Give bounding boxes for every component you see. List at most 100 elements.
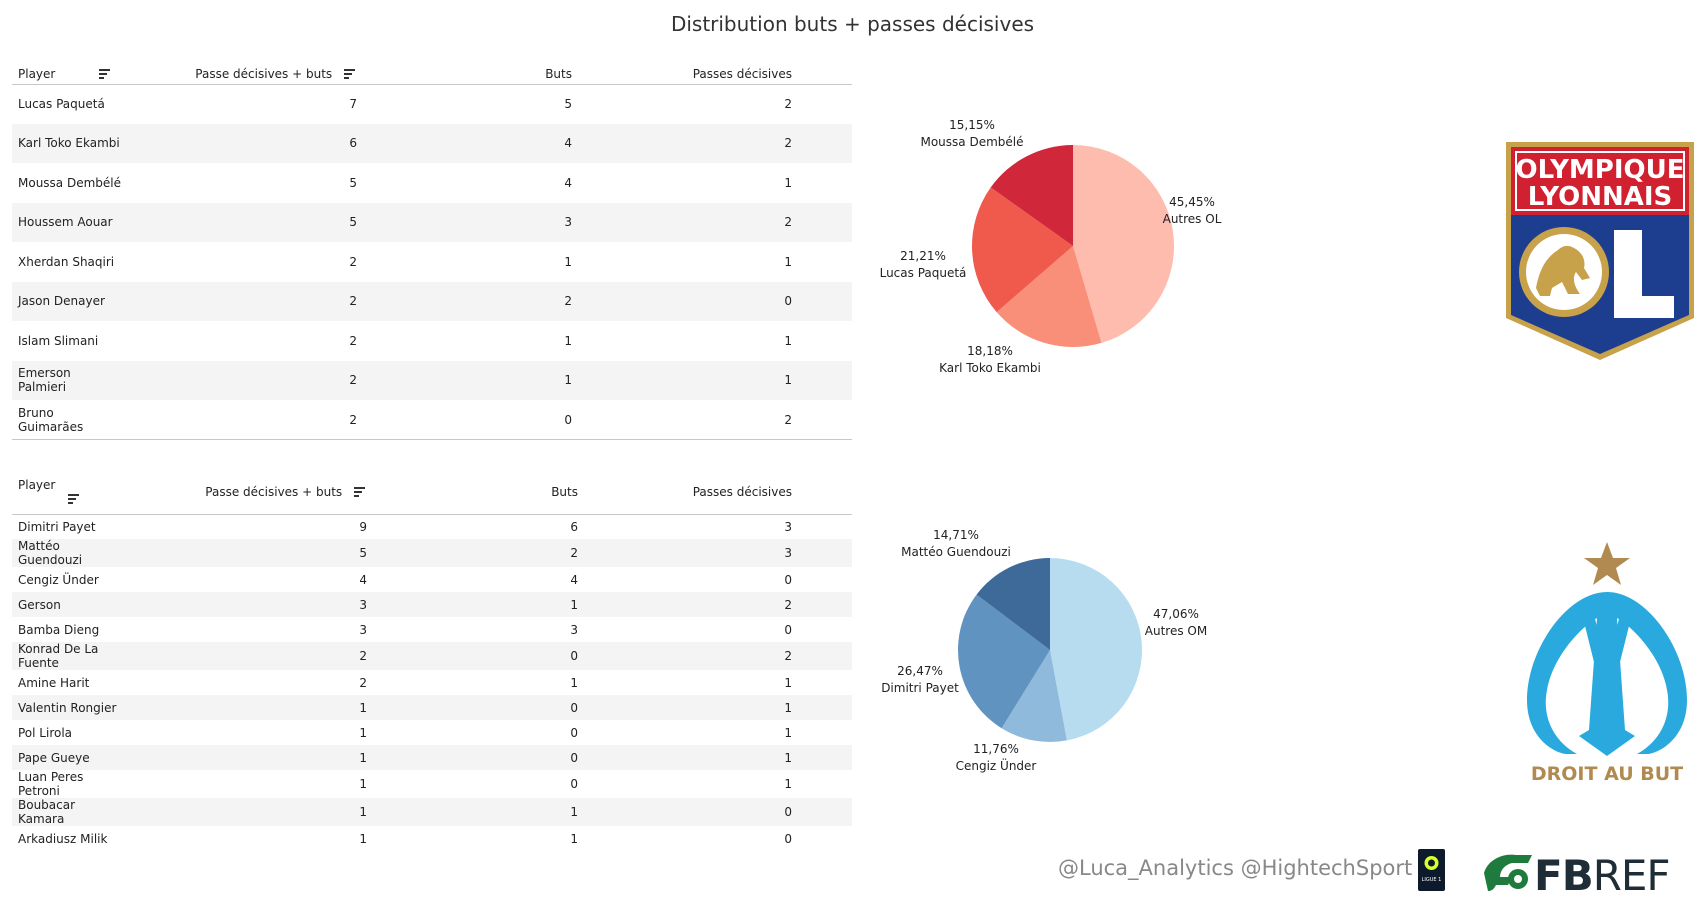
total-value: 1 [122, 798, 367, 826]
sort-icon[interactable] [99, 68, 112, 80]
goals-value: 1 [570, 831, 578, 846]
fbref-logo: FBREF [1534, 851, 1671, 900]
player-name: Islam Slimani [18, 333, 99, 348]
assists-value: 0 [784, 831, 792, 846]
assists-value: 1 [578, 745, 792, 770]
player-name: Dimitri Payet [18, 519, 96, 534]
total-value: 2 [122, 360, 357, 400]
player-name: Karl Toko Ekambi [12, 123, 122, 163]
pie-slice[interactable] [1001, 650, 1067, 742]
player-name: Emerson Palmieri [12, 360, 122, 400]
pie-pct-label: 45,45% [1169, 195, 1215, 209]
fbref-fb: FB [1534, 851, 1594, 900]
total-value: 4 [359, 572, 367, 587]
table-row: Arkadiusz Milik 1 1 0 [12, 826, 852, 851]
pie-slice-label: Autres OM [1145, 624, 1207, 638]
table-row: Mattéo Guendouzi 5 2 3 [12, 539, 852, 567]
player-name: Moussa Dembélé [18, 175, 122, 190]
fbref-ref: REF [1592, 851, 1671, 900]
svg-text:LYONNAIS: LYONNAIS [1528, 182, 1673, 212]
ligue1-logo: LIGUE 1 [1418, 849, 1445, 891]
assists-value: 1 [784, 725, 792, 740]
pie-slice[interactable] [996, 246, 1102, 347]
total-value: 6 [122, 123, 357, 163]
om-table: Player Passe décisives + buts Buts Passe… [12, 470, 852, 851]
header-player: Player [18, 477, 56, 492]
table-row: Houssem Aouar 5 3 2 [12, 202, 852, 242]
player-name: Jason Denayer [12, 281, 122, 321]
table-row: Konrad De La Fuente 2 0 2 [12, 642, 852, 670]
assists-value: 1 [572, 360, 792, 400]
pie-pct-label: 21,21% [900, 249, 946, 263]
table-row: Lucas Paquetá 7 5 2 [12, 84, 852, 124]
assists-value: 1 [784, 675, 792, 690]
total-value: 2 [349, 254, 357, 269]
pie-slice[interactable] [971, 187, 1073, 313]
player-name: Amine Harit [18, 675, 90, 690]
player-name: Xherdan Shaqiri [18, 254, 115, 269]
pie-pct-label: 26,47% [897, 664, 943, 678]
pie-slice[interactable] [990, 145, 1073, 246]
player-name: Bruno Guimarães [18, 405, 84, 434]
total-value: 2 [349, 333, 357, 348]
player-name: Lucas Paquetá [18, 97, 105, 111]
pie-slice[interactable] [958, 594, 1050, 729]
goals-value: 1 [357, 360, 572, 400]
credits-text: @Luca_Analytics @HightechSport [1058, 856, 1413, 880]
goals-value: 0 [564, 412, 572, 427]
player-name: Luan Peres Petroni [18, 770, 84, 798]
om-logo: DROIT AU BUT [1527, 542, 1687, 785]
assists-value: 3 [578, 539, 792, 567]
assists-value: 1 [784, 777, 792, 791]
goals-value: 2 [367, 539, 578, 567]
header-assists: Passes décisives [692, 66, 792, 81]
goals-value: 1 [564, 333, 572, 348]
player-name: Valentin Rongier [12, 695, 122, 720]
pie-slice[interactable] [976, 558, 1050, 650]
table-row: Bruno Guimarães 2 0 2 [12, 400, 852, 440]
pie-slice-label: Moussa Dembélé [920, 135, 1023, 149]
total-value: 1 [122, 695, 367, 720]
spacer [792, 202, 852, 242]
spacer [792, 745, 852, 770]
goals-value: 2 [357, 281, 572, 321]
total-value: 2 [122, 281, 357, 321]
pie-slice[interactable] [1050, 558, 1143, 741]
assists-value: 2 [784, 97, 792, 111]
sort-icon[interactable] [354, 486, 367, 498]
player-name: Pape Gueye [12, 745, 122, 770]
assists-value: 2 [572, 123, 792, 163]
goals-value: 6 [570, 519, 578, 534]
header-total: Passe décisives + buts [205, 484, 343, 499]
table-row: Moussa Dembélé 5 4 1 [12, 163, 852, 203]
goals-value: 0 [367, 745, 578, 770]
header-assists: Passes décisives [692, 484, 792, 499]
table-row: Gerson 3 1 2 [12, 592, 852, 617]
total-value: 9 [359, 519, 367, 534]
table-row: Pol Lirola 1 0 1 [12, 720, 852, 745]
pie-slice-label: Dimitri Payet [881, 681, 959, 695]
table-row: Emerson Palmieri 2 1 1 [12, 360, 852, 400]
player-name: Cengiz Ünder [18, 572, 99, 587]
assists-value: 0 [578, 798, 792, 826]
pie-slice-label: Karl Toko Ekambi [939, 361, 1041, 375]
goals-value: 1 [367, 798, 578, 826]
total-value: 1 [122, 745, 367, 770]
sort-icon[interactable] [68, 493, 81, 505]
total-value: 5 [122, 539, 367, 567]
assists-value: 0 [572, 281, 792, 321]
pie-slice[interactable] [1073, 145, 1174, 343]
goals-value: 3 [357, 202, 572, 242]
pie-slice-label: Mattéo Guendouzi [901, 545, 1011, 559]
total-value: 3 [359, 622, 367, 637]
fbref-ball-icon [1484, 854, 1532, 891]
spacer [792, 592, 852, 617]
assists-value: 1 [784, 333, 792, 348]
table-row: Jason Denayer 2 2 0 [12, 281, 852, 321]
pie-pct-label: 18,18% [967, 344, 1013, 358]
assists-value: 1 [784, 254, 792, 269]
om-table-header: Player Passe décisives + buts Buts Passe… [12, 470, 852, 514]
sort-icon[interactable] [344, 68, 357, 80]
player-name: Houssem Aouar [12, 202, 122, 242]
total-value: 7 [349, 97, 357, 111]
